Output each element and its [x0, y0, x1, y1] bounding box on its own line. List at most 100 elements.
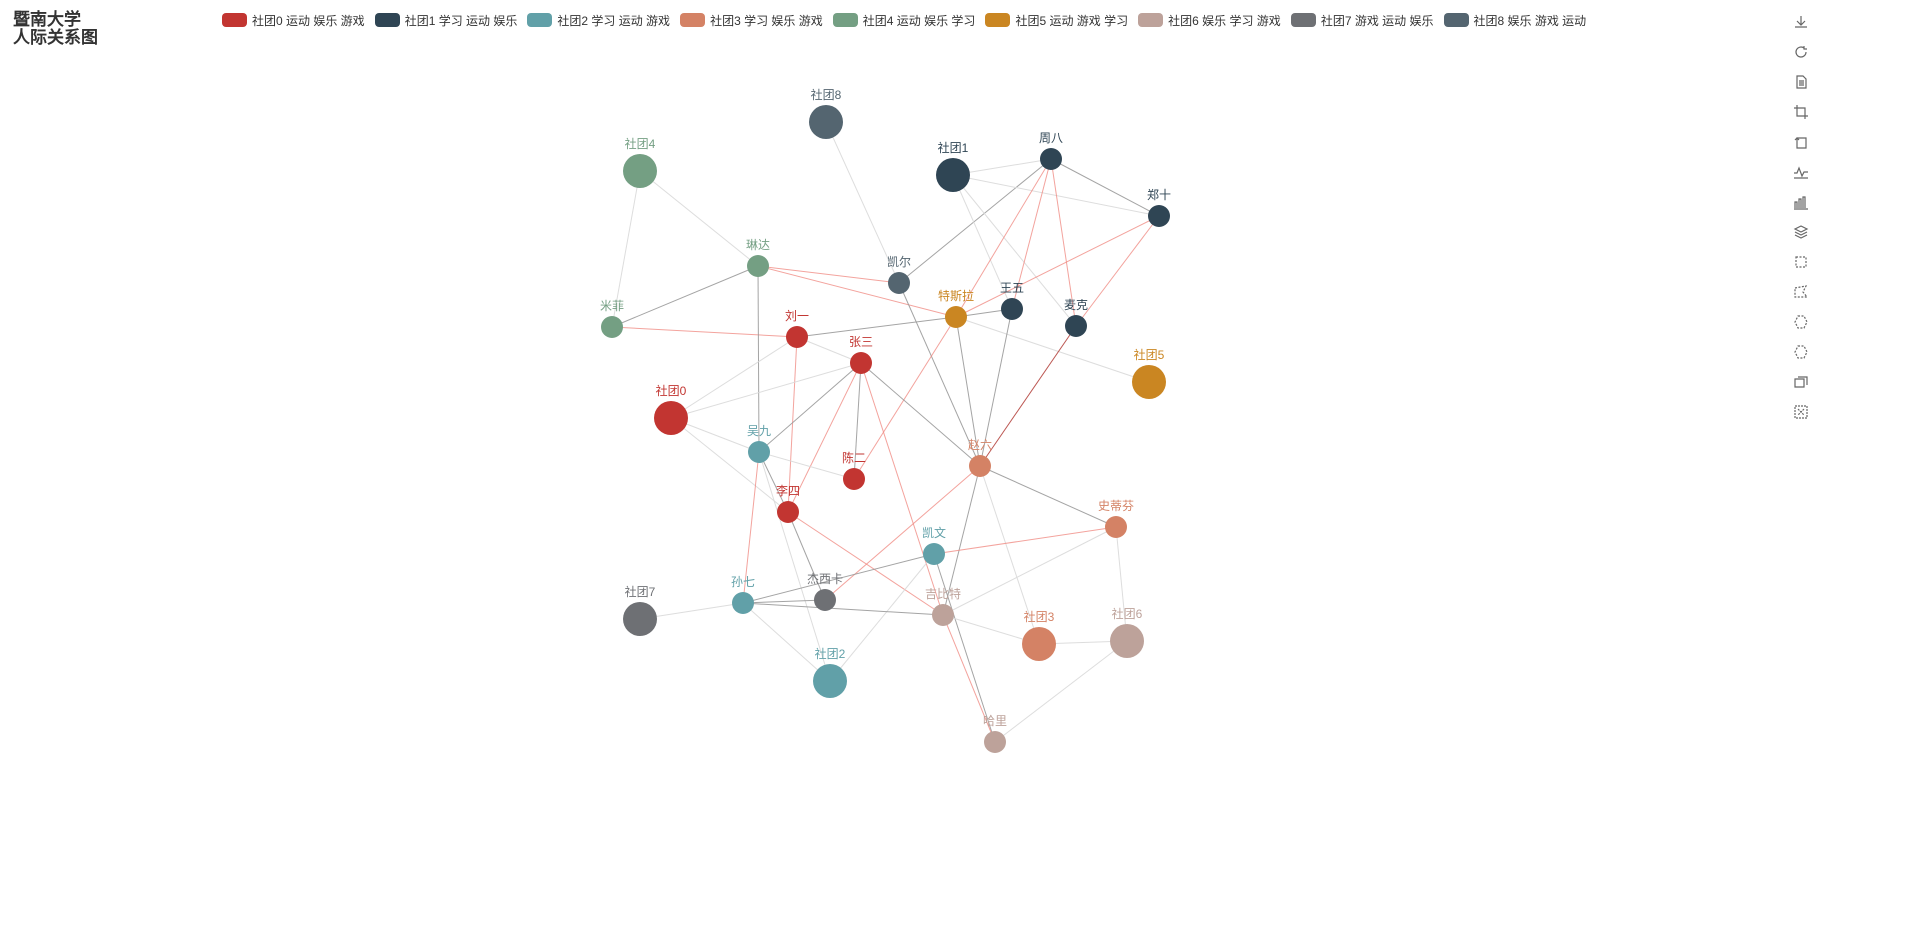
node-circle[interactable]: [1065, 315, 1087, 337]
node-circle[interactable]: [1148, 205, 1170, 227]
clear-select-icon[interactable]: [1791, 342, 1811, 362]
stack-icon[interactable]: [1791, 222, 1811, 242]
node-circle[interactable]: [969, 455, 991, 477]
node-circle[interactable]: [601, 316, 623, 338]
restore-icon[interactable]: [1791, 42, 1811, 62]
graph-link: [742, 451, 760, 604]
node-circle[interactable]: [623, 154, 657, 188]
graph-node[interactable]: 社团3: [1022, 609, 1056, 661]
graph-node[interactable]: 凯文: [922, 525, 946, 565]
node-circle[interactable]: [932, 604, 954, 626]
legend-item-5[interactable]: 社团5 运动 游戏 学习: [985, 12, 1128, 29]
node-circle[interactable]: [747, 255, 769, 277]
graph-link: [952, 174, 1013, 310]
graph-node[interactable]: 社团0: [654, 383, 688, 435]
graph-node[interactable]: 哈里: [983, 714, 1007, 753]
graph-node[interactable]: 琳达: [746, 238, 770, 277]
line-chart-icon[interactable]: [1791, 162, 1811, 182]
graph-node[interactable]: 吴九: [747, 424, 771, 463]
graph-link: [670, 417, 789, 513]
save-image-icon[interactable]: [1791, 12, 1811, 32]
graph-node[interactable]: 李四: [776, 483, 800, 523]
graph-link: [611, 326, 798, 338]
graph-node[interactable]: 孙七: [731, 575, 755, 614]
node-circle[interactable]: [923, 543, 945, 565]
zoom-back-icon[interactable]: [1791, 132, 1811, 152]
node-circle[interactable]: [843, 468, 865, 490]
node-label: 张三: [849, 335, 873, 349]
graph-link: [955, 316, 981, 467]
graph-link: [1050, 158, 1160, 217]
node-circle[interactable]: [623, 602, 657, 636]
node-label: 刘一: [785, 309, 809, 323]
tiled-icon[interactable]: [1791, 372, 1811, 392]
graph-node[interactable]: 麦克: [1064, 298, 1088, 337]
node-circle[interactable]: [1001, 298, 1023, 320]
node-label: 王五: [1000, 281, 1024, 295]
legend-swatch: [374, 13, 400, 27]
node-circle[interactable]: [814, 589, 836, 611]
node-circle[interactable]: [732, 592, 754, 614]
graph-node[interactable]: 吉比特: [925, 586, 961, 626]
node-circle[interactable]: [936, 158, 970, 192]
node-circle[interactable]: [1110, 624, 1144, 658]
clear-icon[interactable]: [1791, 402, 1811, 422]
legend-item-8[interactable]: 社团8 娱乐 游戏 运动: [1443, 12, 1586, 29]
graph-link: [757, 265, 900, 284]
graph-node[interactable]: 社团8: [809, 87, 843, 139]
graph-node[interactable]: 社团5: [1132, 347, 1166, 399]
node-circle[interactable]: [1022, 627, 1056, 661]
graph-node[interactable]: 王五: [1000, 281, 1024, 320]
graph-link: [955, 215, 1160, 318]
graph-node[interactable]: 社团4: [623, 136, 657, 188]
node-circle[interactable]: [945, 306, 967, 328]
keep-select-icon[interactable]: [1791, 312, 1811, 332]
node-circle[interactable]: [654, 401, 688, 435]
legend-item-2[interactable]: 社团2 学习 运动 游戏: [527, 12, 670, 29]
zoom-icon[interactable]: [1791, 102, 1811, 122]
legend-item-0[interactable]: 社团0 运动 娱乐 游戏: [222, 12, 365, 29]
graph-node[interactable]: 社团6: [1110, 606, 1144, 658]
node-circle[interactable]: [1105, 516, 1127, 538]
legend-item-3[interactable]: 社团3 学习 娱乐 游戏: [680, 12, 823, 29]
node-circle[interactable]: [1040, 148, 1062, 170]
graph-node[interactable]: 郑十: [1147, 187, 1171, 227]
data-view-icon[interactable]: [1791, 72, 1811, 92]
node-label: 赵六: [968, 438, 992, 452]
graph-node[interactable]: 史蒂芬: [1098, 499, 1134, 538]
legend-item-7[interactable]: 社团7 游戏 运动 娱乐: [1290, 12, 1434, 29]
graph-link: [1075, 215, 1160, 327]
node-circle[interactable]: [888, 272, 910, 294]
graph-node[interactable]: 杰西卡: [807, 572, 843, 611]
legend-item-6[interactable]: 社团6 娱乐 学习 游戏: [1138, 12, 1281, 29]
node-label: 琳达: [746, 238, 770, 252]
graph-node[interactable]: 周八: [1039, 131, 1063, 170]
bar-chart-icon[interactable]: [1791, 192, 1811, 212]
node-label: 米菲: [600, 299, 624, 313]
graph-node[interactable]: 刘一: [785, 309, 809, 348]
legend-item-4[interactable]: 社团4 运动 娱乐 学习: [832, 12, 975, 29]
node-circle[interactable]: [809, 105, 843, 139]
graph-node[interactable]: 社团7: [623, 584, 657, 636]
node-circle[interactable]: [748, 441, 770, 463]
graph-node[interactable]: 张三: [849, 335, 873, 374]
graph-node[interactable]: 特斯拉: [938, 288, 974, 328]
node-label: 社团8: [811, 87, 842, 102]
node-circle[interactable]: [813, 664, 847, 698]
polygon-select-icon[interactable]: [1791, 282, 1811, 302]
graph-link: [860, 362, 981, 467]
legend-item-1[interactable]: 社团1 学习 运动 娱乐: [374, 12, 517, 29]
node-circle[interactable]: [786, 326, 808, 348]
graph-node[interactable]: 社团2: [813, 646, 847, 698]
graph-node[interactable]: 赵六: [968, 438, 992, 477]
node-circle[interactable]: [850, 352, 872, 374]
node-circle[interactable]: [1132, 365, 1166, 399]
graph-node[interactable]: 米菲: [600, 299, 624, 338]
rect-select-icon[interactable]: [1791, 252, 1811, 272]
graph-node[interactable]: 陈二: [842, 450, 866, 490]
node-circle[interactable]: [777, 501, 799, 523]
node-circle[interactable]: [984, 731, 1006, 753]
graph-node[interactable]: 社团1: [936, 140, 970, 192]
graph-node[interactable]: 凯尔: [887, 254, 911, 294]
